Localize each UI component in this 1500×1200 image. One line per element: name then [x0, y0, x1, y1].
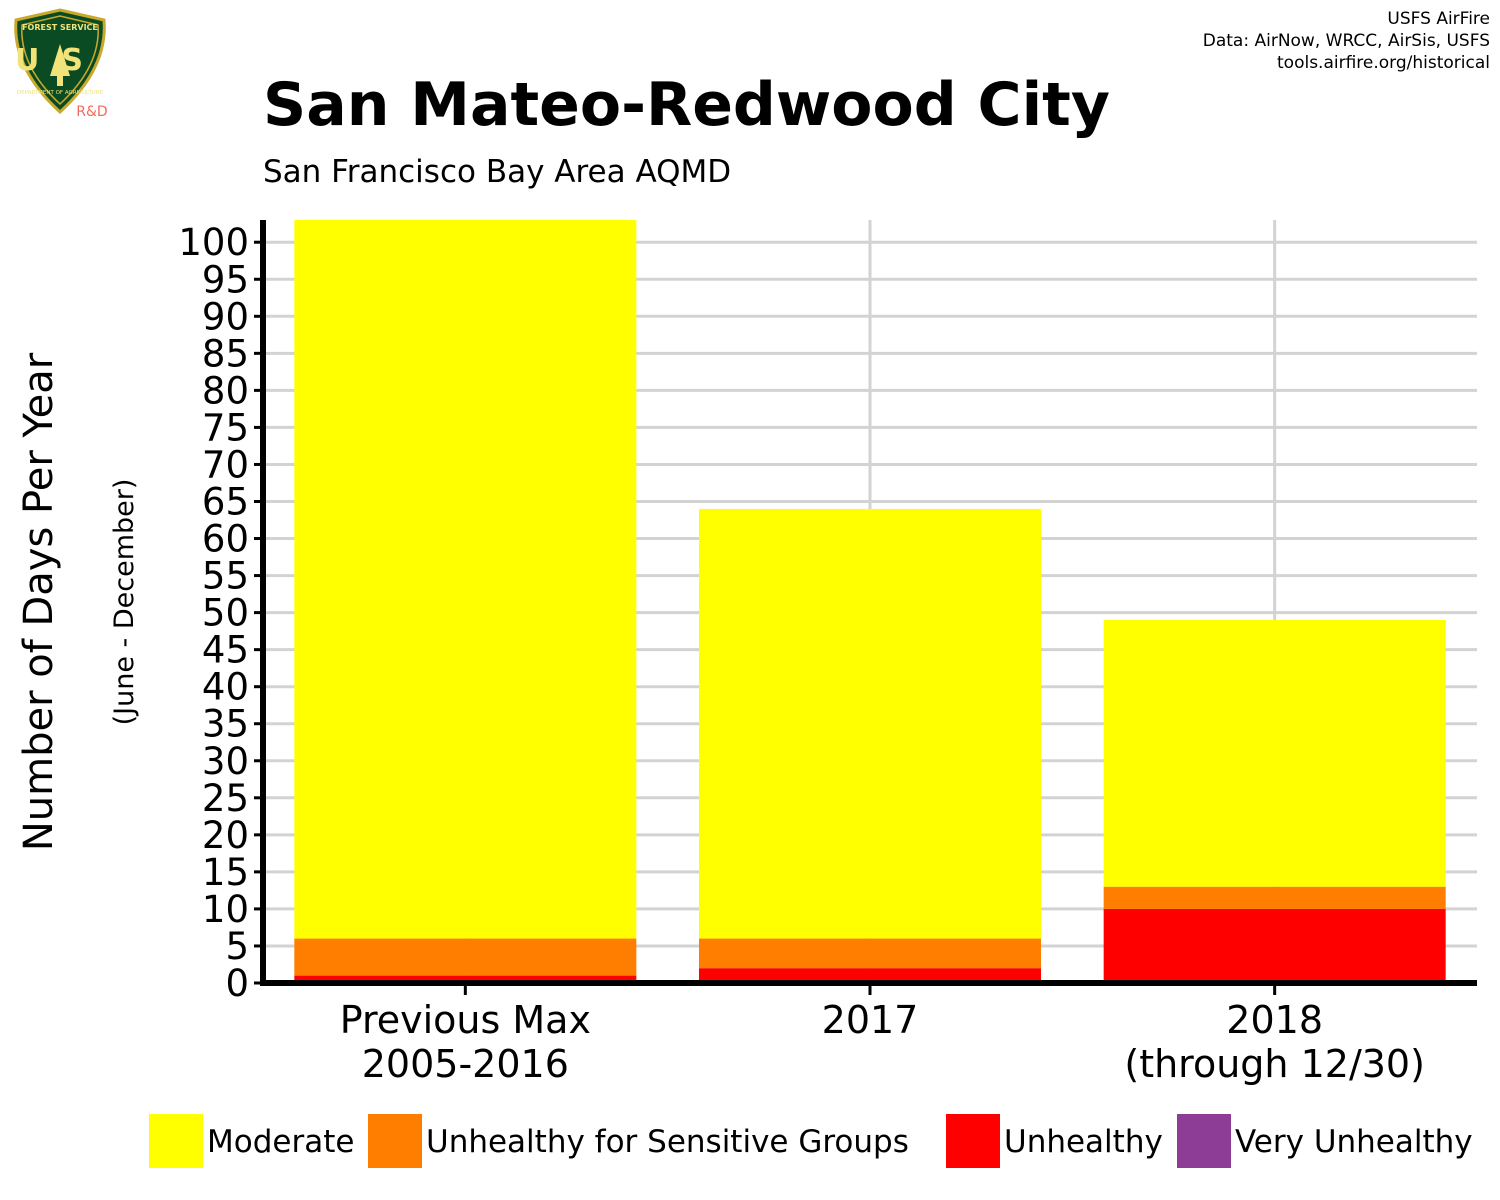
legend-item: Unhealthy for Sensitive Groups [368, 1114, 909, 1168]
credit-line: USFS AirFire [1387, 9, 1490, 29]
axes [254, 220, 1477, 995]
logo-letters: US [15, 43, 105, 78]
y-tick-label: 5 [225, 925, 249, 968]
y-tick-label: 40 [202, 666, 249, 709]
y-tick-label: 55 [202, 555, 249, 598]
y-axis-titles: Number of Days Per Year (June - December) [16, 352, 140, 851]
credit-line: Data: AirNow, WRCC, AirSis, USFS [1202, 31, 1490, 51]
x-tick-label: 2005-2016 [362, 1042, 569, 1086]
forest-service-shield-icon: FOREST SERVICE US DEPARTMENT OF AGRICULT… [14, 8, 108, 120]
legend: Moderate Unhealthy for Sensitive Groups Un… [149, 1114, 1473, 1168]
legend-item: Unhealthy [946, 1114, 1163, 1168]
credit-line: tools.airfire.org/historical [1277, 53, 1490, 73]
y-tick-label: 35 [202, 703, 249, 746]
logo-top-text: FOREST SERVICE [22, 23, 98, 32]
legend-label: Unhealthy [1004, 1124, 1163, 1160]
y-tick-label: 75 [202, 406, 249, 449]
bar-unhealthy [294, 975, 637, 983]
y-tick-label: 10 [202, 888, 249, 931]
bar-moderate [294, 220, 637, 939]
bars [294, 220, 1446, 983]
y-tick-label: 45 [202, 629, 249, 672]
y-axis-title: Number of Days Per Year [16, 352, 62, 851]
logo-bottom-text: DEPARTMENT OF AGRICULTURE [17, 90, 104, 96]
y-axis-subtitle: (June - December) [109, 479, 140, 726]
bar-moderate [1103, 620, 1446, 887]
y-tick-label: 60 [202, 518, 249, 561]
bar-moderate [699, 508, 1041, 939]
forest-service-logo: FOREST SERVICE US DEPARTMENT OF AGRICULT… [8, 8, 112, 120]
legend-swatch [368, 1114, 422, 1168]
legend-item: Moderate [149, 1114, 354, 1168]
bar-unhealthy-for-sensitive-groups [294, 938, 637, 976]
legend-swatch [946, 1114, 1000, 1168]
x-tick-label: (through 12/30) [1124, 1042, 1425, 1086]
legend-label: Unhealthy for Sensitive Groups [426, 1124, 909, 1160]
legend-label: Very Unhealthy [1235, 1124, 1473, 1160]
y-tick-label: 25 [202, 777, 249, 820]
y-tick-label: 90 [202, 295, 249, 338]
x-tick-label: 2017 [822, 998, 919, 1042]
y-tick-label: 100 [178, 221, 249, 264]
y-tick-label: 70 [202, 443, 249, 486]
chart-title: San Mateo-Redwood City [263, 70, 1110, 140]
credits: USFS AirFire Data: AirNow, WRCC, AirSis,… [1203, 8, 1490, 74]
legend-swatch [1177, 1114, 1231, 1168]
chart-subtitle: San Francisco Bay Area AQMD [263, 154, 732, 190]
bar-unhealthy [1103, 908, 1446, 983]
legend-swatch [149, 1114, 203, 1168]
x-tick-label: 2018 [1226, 998, 1323, 1042]
legend-label: Moderate [207, 1124, 354, 1160]
y-tick-label: 30 [202, 740, 249, 783]
legend-item: Very Unhealthy [1177, 1114, 1473, 1168]
y-tick-label: 65 [202, 480, 249, 523]
y-tick-label: 0 [225, 962, 249, 1005]
y-tick-label: 20 [202, 814, 249, 857]
y-tick-label: 50 [202, 592, 249, 635]
y-tick-label: 85 [202, 332, 249, 375]
y-tick-labels: 0510152025303540455055606570758085909510… [178, 221, 249, 1005]
y-tick-label: 95 [202, 258, 249, 301]
bar-unhealthy-for-sensitive-groups [1103, 886, 1446, 909]
y-tick-label: 15 [202, 851, 249, 894]
bar-unhealthy [699, 968, 1041, 983]
y-tick-label: 80 [202, 369, 249, 412]
x-tick-label: Previous Max [340, 998, 591, 1042]
bar-unhealthy-for-sensitive-groups [699, 938, 1041, 969]
logo-suffix: R&D [76, 104, 107, 120]
